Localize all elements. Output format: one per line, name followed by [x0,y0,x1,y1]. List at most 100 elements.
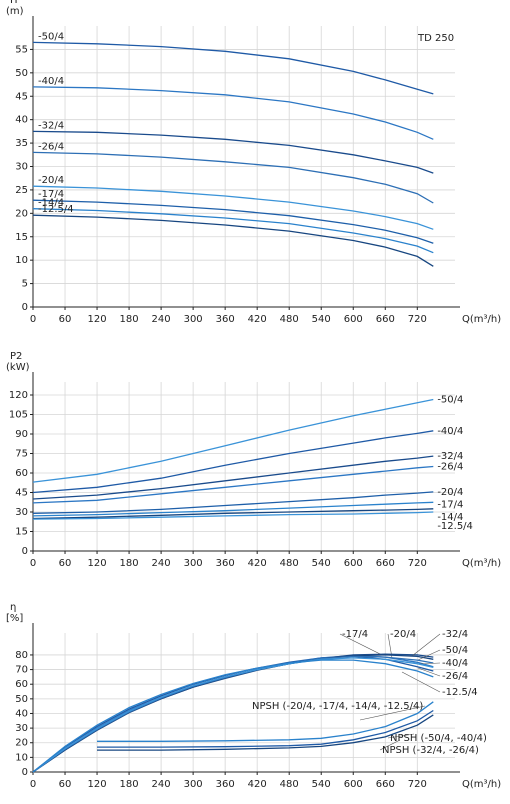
y-tick-label: 20 [15,738,28,749]
x-tick-label: 240 [152,314,171,325]
y-tick-label: 60 [15,468,28,479]
series-label: -20/4 [38,175,64,186]
x-tick-label: 360 [216,558,235,569]
series-label: -20/4 [437,487,463,498]
series-line [32,655,434,773]
x-tick-label: 0 [30,779,36,790]
x-tick-label: 480 [280,558,299,569]
leader-line [379,739,401,751]
series-line [32,185,434,230]
x-tick-label: 720 [408,779,427,790]
x-tick-label: 660 [376,558,395,569]
x-tick-label: 120 [88,314,107,325]
x-tick-label: 60 [59,558,72,569]
x-tick-label: 420 [248,779,267,790]
x-tick-label: 600 [344,558,363,569]
y-tick-label: 50 [15,694,28,705]
leader-line [417,662,441,665]
x-axis-label: Q(m³/h) [462,314,501,325]
x-tick-label: 540 [312,558,331,569]
series-label: -26/4 [38,141,64,152]
x-tick-label: 120 [88,558,107,569]
y-tick-label: 60 [15,679,28,690]
series-line [32,214,434,267]
series-label: -40/4 [437,426,463,437]
series-line [32,465,434,504]
series-line [32,208,434,254]
series-label: -32/4 [437,451,463,462]
x-tick-label: 720 [408,314,427,325]
y-tick-label: 15 [15,527,28,538]
y-axis-label: H [10,0,18,6]
series-label: -14/4 [38,198,64,209]
series-line [32,455,434,500]
y-tick-label: 120 [9,390,28,401]
series-label: NPSH (-32/4, -26/4) [382,745,479,756]
leader-line [411,633,441,657]
leader-line [417,649,441,661]
x-tick-label: 660 [376,314,395,325]
x-tick-label: 0 [30,314,36,325]
y-tick-label: 10 [15,752,28,763]
x-tick-label: 600 [344,779,363,790]
x-tick-label: 540 [312,779,331,790]
x-tick-label: 240 [152,558,171,569]
annotation: TD 250 [417,33,454,44]
x-axis-label: Q(m³/h) [462,558,501,569]
y-tick-label: 70 [15,665,28,676]
y-tick-label: 30 [15,162,28,173]
x-tick-label: 60 [59,779,72,790]
series-line [32,508,434,520]
x-tick-label: 300 [184,779,203,790]
leader-line [401,671,441,693]
x-tick-label: 720 [408,558,427,569]
x-tick-label: 540 [312,314,331,325]
y-tick-label: 50 [15,68,28,79]
y-axis-unit: (kW) [6,362,30,373]
x-tick-label: 600 [344,314,363,325]
series-label: -12.5/4 [437,521,473,532]
y-tick-label: 105 [9,410,28,421]
leader-line [339,633,383,656]
series-line [32,398,434,483]
x-tick-label: 120 [88,779,107,790]
x-tick-label: 660 [376,779,395,790]
x-tick-label: 420 [248,558,267,569]
series-label: -32/4 [442,629,468,640]
series-line [32,199,434,244]
y-axis-unit: [%] [6,613,23,624]
y-tick-label: 15 [15,232,28,243]
series-line [32,511,434,520]
x-tick-label: 300 [184,558,203,569]
series-label: -12.5/4 [38,204,74,215]
y-tick-label: 40 [15,708,28,719]
y-tick-label: 35 [15,138,28,149]
series-line [32,657,434,773]
x-tick-label: 180 [120,558,139,569]
series-label: -17/4 [437,499,463,510]
series-line [32,151,434,204]
y-axis-unit: (m) [6,6,24,17]
series-label: -50/4 [38,31,64,42]
series-line [97,709,434,748]
series-label: NPSH (-20/4, -17/4, -14/4, -12.5/4) [252,701,423,712]
x-tick-label: 360 [216,779,235,790]
x-tick-label: 240 [152,779,171,790]
series-line [97,714,434,751]
series-label: -26/4 [442,671,468,682]
series-label: -32/4 [38,120,64,131]
y-axis-label: P2 [10,351,22,362]
leader-line [359,705,426,721]
series-label: -12.5/4 [442,687,478,698]
x-tick-label: 60 [59,314,72,325]
y-tick-label: 55 [15,44,28,55]
x-axis-label: Q(m³/h) [462,779,501,790]
y-tick-label: 40 [15,115,28,126]
y-tick-label: 5 [22,279,28,290]
y-axis-label: η [10,602,16,613]
series-line [32,491,434,514]
series-line [32,501,434,517]
leader-line [387,733,415,739]
y-tick-label: 30 [15,507,28,518]
